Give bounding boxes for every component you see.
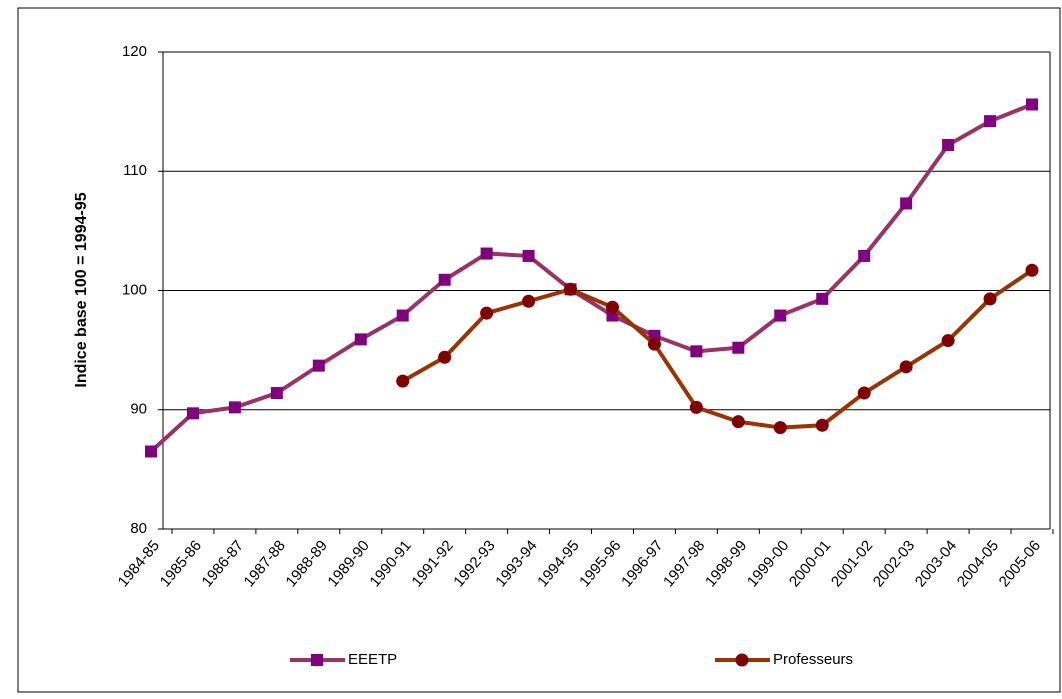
marker	[899, 360, 913, 374]
marker	[438, 350, 452, 364]
marker	[773, 421, 787, 435]
marker	[1026, 98, 1038, 111]
marker	[396, 309, 409, 322]
marker	[312, 359, 325, 372]
legend-label: EEETP	[348, 651, 397, 668]
marker	[396, 374, 410, 388]
y-axis-label: Indice base 100 = 1994-95	[73, 192, 90, 387]
marker	[815, 418, 829, 432]
y-tick-label: 80	[130, 520, 147, 537]
marker	[564, 282, 578, 296]
marker	[647, 337, 661, 351]
marker	[186, 407, 199, 420]
marker	[354, 333, 367, 346]
marker	[732, 341, 745, 354]
marker	[984, 115, 997, 128]
series-line	[149, 102, 1033, 453]
chart-border	[17, 7, 1061, 693]
y-tick-label: 110	[123, 162, 147, 179]
marker	[480, 306, 494, 320]
marker	[942, 139, 955, 152]
marker	[1025, 263, 1039, 277]
marker	[438, 273, 451, 286]
marker	[983, 292, 997, 306]
marker	[690, 345, 703, 358]
marker	[858, 249, 871, 262]
marker	[228, 401, 241, 414]
marker	[900, 197, 913, 210]
marker	[857, 386, 871, 400]
marker	[522, 249, 535, 262]
marker	[145, 445, 157, 458]
series-line	[401, 268, 1034, 430]
marker	[270, 387, 283, 400]
marker	[731, 415, 745, 429]
marker	[522, 294, 536, 308]
marker	[605, 300, 619, 314]
y-tick-label: 90	[130, 401, 147, 418]
marker	[774, 309, 787, 322]
marker	[941, 334, 955, 348]
legend-label: Professeurs	[773, 651, 853, 668]
y-tick-label: 120	[122, 43, 147, 60]
legend-marker	[735, 653, 749, 667]
marker	[480, 247, 493, 260]
legend-marker	[311, 654, 323, 666]
marker	[689, 400, 703, 414]
y-tick-label: 100	[122, 281, 147, 298]
marker	[816, 292, 829, 305]
